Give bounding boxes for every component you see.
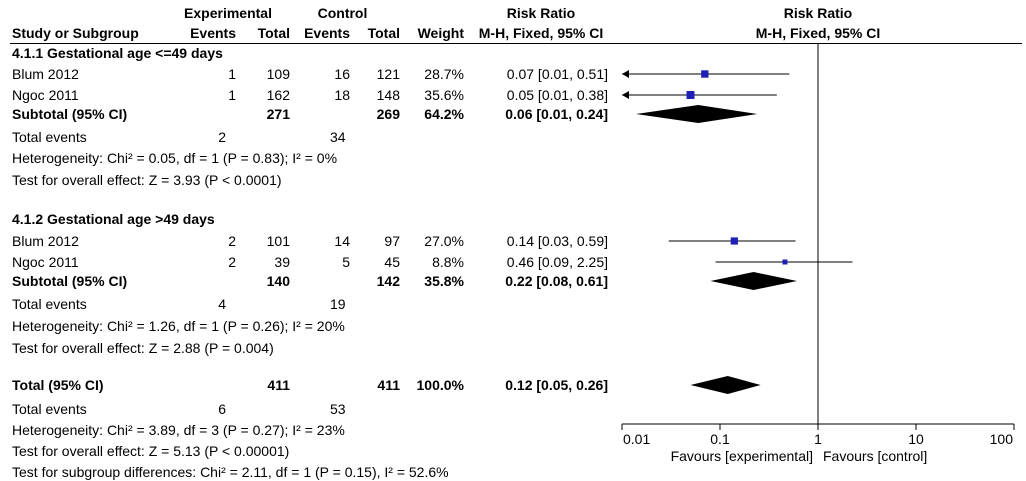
weight-cell: 28.7% xyxy=(424,66,464,82)
column-header-exp-total: Total xyxy=(257,25,290,41)
subtotal-rr: 0.06 [0.01, 0.24] xyxy=(505,106,608,122)
total-rr: 0.12 [0.05, 0.26] xyxy=(505,377,608,393)
column-header-rr-title: Risk Ratio xyxy=(506,5,576,21)
study-name: Ngoc 2011 xyxy=(12,87,79,103)
subtotal-rr: 0.22 [0.08, 0.61] xyxy=(505,273,608,289)
rr-cell: 0.07 [0.01, 0.51] xyxy=(506,66,608,82)
column-header-rr-method: M-H, Fixed, 95% CI xyxy=(478,25,604,41)
heterogeneity-text: Heterogeneity: Chi² = 3.89, df = 3 (P = … xyxy=(12,422,345,438)
pooled-diamond xyxy=(690,376,761,394)
subtotal-weight: 35.8% xyxy=(424,273,464,289)
total-ctrl-total: 411 xyxy=(377,377,400,393)
x-axis-tick-label: 0.1 xyxy=(710,431,730,447)
weight-cell: 27.0% xyxy=(424,233,464,249)
ci-arrow xyxy=(622,70,629,78)
overall-effect-text: Test for overall effect: Z = 3.93 (P < 0… xyxy=(12,172,282,188)
rr-cell: 0.46 [0.09, 2.25] xyxy=(506,254,608,270)
total-label: Total (95% CI) xyxy=(12,377,104,393)
study-name: Blum 2012 xyxy=(12,233,79,249)
column-header-study: Study or Subgroup xyxy=(12,25,139,41)
ctrl-events-cell: 14 xyxy=(334,233,350,249)
subtotal-ctrl-total: 142 xyxy=(376,273,400,289)
weight-cell: 8.8% xyxy=(432,254,464,270)
rr-cell: 0.14 [0.03, 0.59] xyxy=(506,233,608,249)
x-axis-tick-label: 0.01 xyxy=(623,431,650,447)
exp-events-cell: 1 xyxy=(228,87,236,103)
subtotal-label: Subtotal (95% CI) xyxy=(12,106,128,122)
column-header-ctrl-total: Total xyxy=(367,25,400,41)
subgroup-difference-text: Test for subgroup differences: Chi² = 2.… xyxy=(12,464,449,480)
study-marker xyxy=(782,259,788,265)
total-events-ctrl: 53 xyxy=(330,401,346,417)
column-group-experimental: Experimental xyxy=(184,5,272,21)
subgroup-title: 4.1.1 Gestational age <=49 days xyxy=(12,45,223,61)
favours-control-label: Favours [control] xyxy=(823,448,927,464)
exp-events-cell: 1 xyxy=(228,66,236,82)
ctrl-events-cell: 18 xyxy=(334,87,350,103)
study-marker xyxy=(730,237,738,245)
study-marker xyxy=(686,91,695,99)
exp-events-cell: 2 xyxy=(228,233,236,249)
subtotal-exp-total: 271 xyxy=(266,106,290,122)
ci-arrow xyxy=(622,91,629,99)
study-marker xyxy=(701,70,709,78)
overall-effect-text: Test for overall effect: Z = 2.88 (P = 0… xyxy=(12,340,274,356)
exp-total-cell: 101 xyxy=(266,233,290,249)
exp-events-cell: 2 xyxy=(228,254,236,270)
subtotal-exp-total: 140 xyxy=(266,273,290,289)
total-events-exp: 4 xyxy=(218,296,226,312)
exp-total-cell: 162 xyxy=(266,87,290,103)
column-header-ctrl-events: Events xyxy=(304,25,350,41)
ctrl-total-cell: 148 xyxy=(376,87,400,103)
exp-total-cell: 109 xyxy=(266,66,290,82)
ctrl-total-cell: 97 xyxy=(384,233,400,249)
heterogeneity-text: Heterogeneity: Chi² = 1.26, df = 1 (P = … xyxy=(12,318,345,334)
rr-cell: 0.05 [0.01, 0.38] xyxy=(506,87,608,103)
ctrl-total-cell: 121 xyxy=(376,66,400,82)
x-axis-tick-label: 100 xyxy=(990,431,1014,447)
total-events-label: Total events xyxy=(12,296,87,312)
total-events-label: Total events xyxy=(12,129,87,145)
weight-cell: 35.6% xyxy=(424,87,464,103)
column-header-weight: Weight xyxy=(417,25,464,41)
study-name: Ngoc 2011 xyxy=(12,254,79,270)
total-events-ctrl: 19 xyxy=(330,296,346,312)
total-events-label: Total events xyxy=(12,401,87,417)
total-weight: 100.0% xyxy=(416,377,464,393)
subtotal-weight: 64.2% xyxy=(424,106,464,122)
overall-effect-text: Test for overall effect: Z = 5.13 (P < 0… xyxy=(12,443,290,459)
heterogeneity-text: Heterogeneity: Chi² = 0.05, df = 1 (P = … xyxy=(12,150,338,166)
x-axis-tick-label: 10 xyxy=(908,431,924,447)
exp-total-cell: 39 xyxy=(274,254,290,270)
column-header-exp-events: Events xyxy=(190,25,236,41)
subtotal-ctrl-total: 269 xyxy=(376,106,400,122)
ctrl-total-cell: 45 xyxy=(384,254,400,270)
x-axis-tick-label: 1 xyxy=(814,431,822,447)
total-events-exp: 6 xyxy=(218,401,226,417)
study-name: Blum 2012 xyxy=(12,66,79,82)
subtotal-label: Subtotal (95% CI) xyxy=(12,273,128,289)
plot-header-title: Risk Ratio xyxy=(783,5,853,21)
favours-experimental-label: Favours [experimental] xyxy=(671,448,813,464)
total-events-ctrl: 34 xyxy=(330,129,346,145)
header-rule xyxy=(10,43,1022,44)
ctrl-events-cell: 5 xyxy=(342,254,350,270)
plot-header-method: M-H, Fixed, 95% CI xyxy=(755,25,881,41)
ctrl-events-cell: 16 xyxy=(334,66,350,82)
pooled-diamond xyxy=(636,105,758,123)
total-events-exp: 2 xyxy=(218,129,226,145)
pooled-diamond xyxy=(710,272,797,290)
subgroup-title: 4.1.2 Gestational age >49 days xyxy=(12,211,215,227)
column-group-control: Control xyxy=(317,5,368,21)
total-exp-total: 411 xyxy=(267,377,290,393)
